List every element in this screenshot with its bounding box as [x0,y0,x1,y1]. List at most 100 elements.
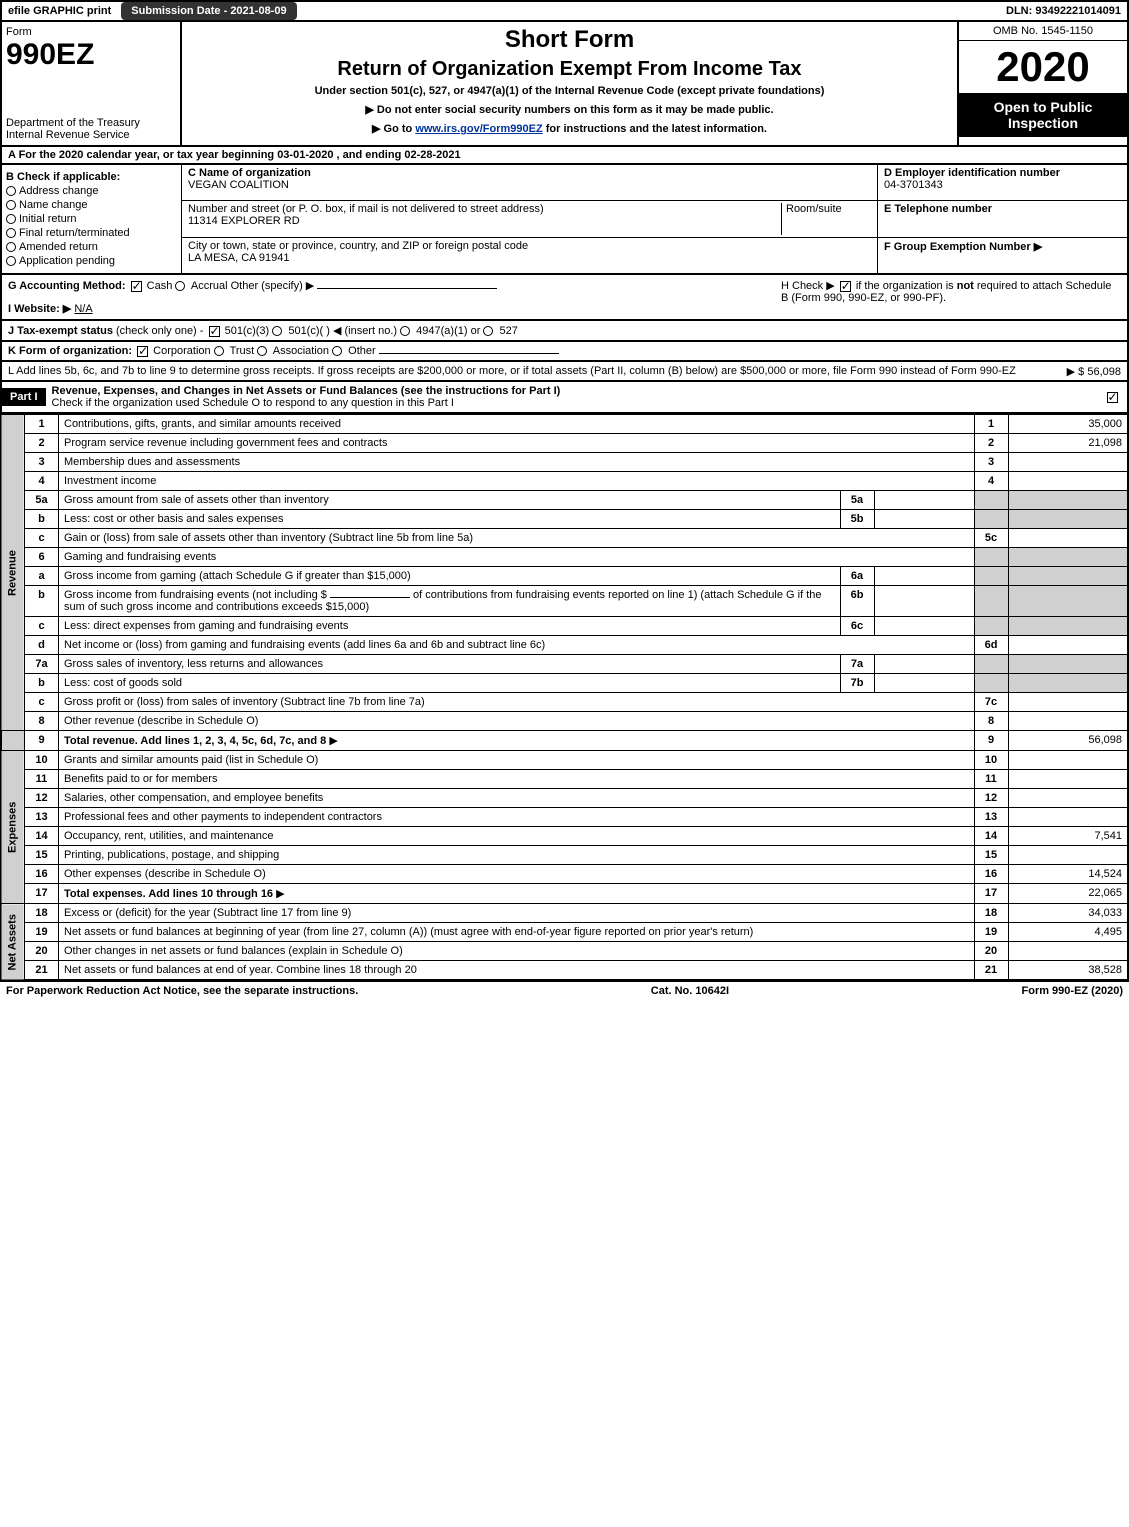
lines-table: Revenue 1 Contributions, gifts, grants, … [0,414,1129,981]
checkbox-address-change[interactable] [6,186,16,196]
line-5a-text: Gross amount from sale of assets other t… [59,491,841,510]
top-bar: efile GRAPHIC print Submission Date - 20… [0,0,1129,22]
org-city: LA MESA, CA 91941 [188,252,871,264]
efile-label: efile GRAPHIC print [2,3,117,19]
line-3-text: Membership dues and assessments [59,453,975,472]
line-17-val: 22,065 [1008,884,1128,904]
h-text1: H Check ▶ [781,280,835,292]
checkbox-application-pending[interactable] [6,256,16,266]
instr-2-post: for instructions and the latest informat… [546,123,767,135]
checkbox-accrual[interactable] [175,281,185,291]
opt-corp: Corporation [153,345,210,357]
line-1-val: 35,000 [1008,415,1128,434]
section-b-title: B Check if applicable: [6,171,120,183]
opt-assoc: Association [273,345,329,357]
line-20-text: Other changes in net assets or fund bala… [59,942,975,961]
line-5b-text: Less: cost or other basis and sales expe… [59,510,841,529]
label-address: Number and street (or P. O. box, if mail… [188,203,781,215]
checkbox-part1-schedule-o[interactable] [1107,392,1118,403]
irs-link[interactable]: www.irs.gov/Form990EZ [415,123,542,135]
form-label: Form [6,26,176,38]
dept-label: Department of the Treasury Internal Reve… [6,117,176,141]
line-14-text: Occupancy, rent, utilities, and maintena… [59,827,975,846]
checkbox-final-return[interactable] [6,228,16,238]
opt-initial-return: Initial return [19,213,76,225]
checkbox-4947[interactable] [400,326,410,336]
checkbox-amended-return[interactable] [6,242,16,252]
line-6b-blank[interactable] [330,597,410,598]
dln: DLN: 93492221014091 [1000,3,1127,19]
part1-title: Revenue, Expenses, and Changes in Net As… [52,385,561,397]
instr-2: ▶ Go to www.irs.gov/Form990EZ for instru… [190,122,949,135]
h-not: not [957,280,974,292]
line-9-val: 56,098 [1008,731,1128,751]
l-amount: ▶ $ 56,098 [1067,365,1121,378]
line-11-text: Benefits paid to or for members [59,770,975,789]
sub-6a-val [874,567,974,586]
footer-left: For Paperwork Reduction Act Notice, see … [6,985,358,997]
line-6-text: Gaming and fundraising events [59,548,975,567]
sub-5a-val [874,491,974,510]
section-c: C Name of organization VEGAN COALITION N… [182,165,877,273]
opt-amended-return: Amended return [19,241,98,253]
line-6d-text: Net income or (loss) from gaming and fun… [59,636,975,655]
label-j: J Tax-exempt status [8,325,113,337]
line-2-text: Program service revenue including govern… [59,434,975,453]
checkbox-initial-return[interactable] [6,214,16,224]
opt-501c: 501(c)( ) [288,325,330,337]
checkbox-corp[interactable] [137,346,148,357]
checkbox-501c[interactable] [272,326,282,336]
row-l: L Add lines 5b, 6c, and 7b to line 9 to … [0,362,1129,382]
line-18-val: 34,033 [1008,904,1128,923]
opt-other-method: Other (specify) ▶ [231,280,315,292]
line-19-val: 4,495 [1008,923,1128,942]
l-text: L Add lines 5b, 6c, and 7b to line 9 to … [8,365,1016,377]
line-8-text: Other revenue (describe in Schedule O) [59,712,975,731]
line-7b-text: Less: cost of goods sold [59,674,841,693]
room-suite-label: Room/suite [781,203,871,234]
line-7c-text: Gross profit or (loss) from sales of inv… [59,693,975,712]
vert-label-expenses: Expenses [1,751,25,904]
line-17-text: Total expenses. Add lines 10 through 16 … [59,884,975,904]
checkbox-cash[interactable] [131,281,142,292]
opt-accrual: Accrual [191,280,228,292]
line-7a-text: Gross sales of inventory, less returns a… [59,655,841,674]
website-value: N/A [74,303,92,315]
opt-address-change: Address change [19,185,99,197]
checkbox-h[interactable] [840,281,851,292]
org-address: 11314 EXPLORER RD [188,215,781,227]
checkbox-501c3[interactable] [209,326,220,337]
open-inspection: Open to Public Inspection [959,93,1127,137]
sub-6c-val [874,617,974,636]
line-6a-text: Gross income from gaming (attach Schedul… [59,567,841,586]
tax-year: 2020 [959,41,1127,93]
checkbox-name-change[interactable] [6,200,16,210]
line-num: 1 [25,415,59,434]
checkbox-other-org[interactable] [332,346,342,356]
line-5c-text: Gain or (loss) from sale of assets other… [59,529,975,548]
line-4-val [1008,472,1128,491]
submission-date: Submission Date - 2021-08-09 [121,2,296,20]
opt-final-return: Final return/terminated [19,227,130,239]
part1-check-text: Check if the organization used Schedule … [52,397,454,409]
line-10-val [1008,751,1128,770]
line-18-text: Excess or (deficit) for the year (Subtra… [59,904,975,923]
checkbox-527[interactable] [483,326,493,336]
instr-1: ▶ Do not enter social security numbers o… [190,103,949,116]
org-name: VEGAN COALITION [188,179,871,191]
other-method-field[interactable] [317,288,497,289]
short-form-title: Short Form [190,26,949,54]
j-note: (check only one) - [116,325,203,337]
line-ref: 1 [974,415,1008,434]
sub-6b-val [874,586,974,617]
checkbox-trust[interactable] [214,346,224,356]
checkbox-assoc[interactable] [257,346,267,356]
vert-label-revenue: Revenue [1,415,25,731]
part1-label: Part I [2,388,46,406]
line-1-text: Contributions, gifts, grants, and simila… [59,415,975,434]
opt-trust: Trust [230,345,255,357]
line-16-val: 14,524 [1008,865,1128,884]
section-d: D Employer identification number 04-3701… [877,165,1127,273]
sub-5a: 5a [840,491,874,510]
other-org-field[interactable] [379,353,559,354]
